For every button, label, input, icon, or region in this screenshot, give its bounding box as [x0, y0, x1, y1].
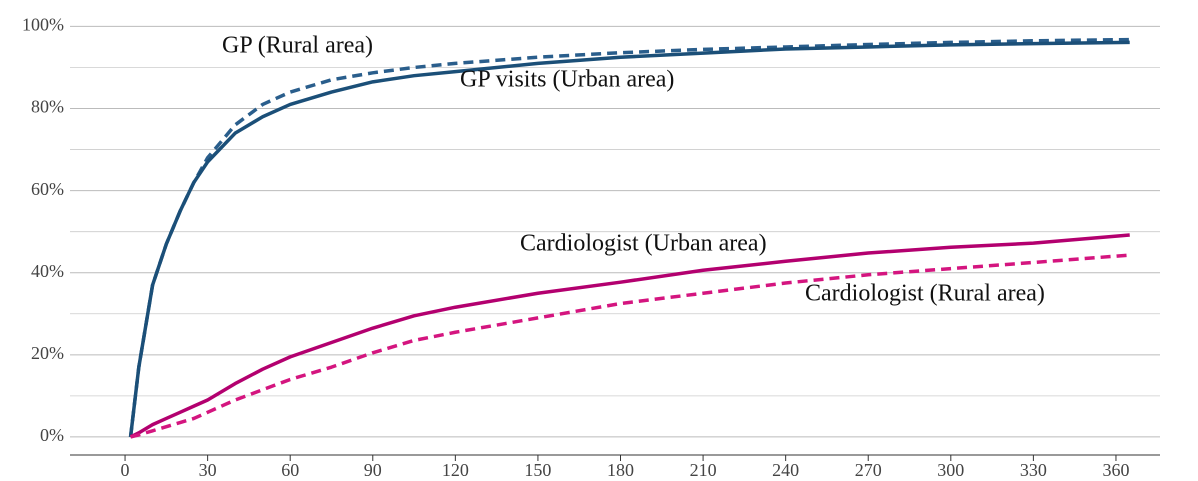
y-tick-label: 40% [31, 261, 64, 281]
series-label: GP visits (Urban area) [460, 67, 674, 93]
y-tick-label: 80% [31, 97, 64, 117]
y-tick-label: 0% [40, 425, 64, 445]
x-tick-label: 180 [607, 460, 634, 480]
series-line [129, 233, 1130, 439]
series-label: Cardiologist (Urban area) [520, 231, 767, 257]
x-tick-label: 90 [364, 460, 382, 480]
x-tick-label: 120 [442, 460, 469, 480]
y-tick-label: 100% [22, 15, 64, 35]
series-label: Cardiologist (Rural area) [805, 281, 1045, 307]
x-tick-label: 300 [937, 460, 964, 480]
x-tick-label: 60 [281, 460, 299, 480]
x-tick-label: 360 [1102, 460, 1129, 480]
series-line [128, 40, 1130, 438]
x-tick-label: 150 [524, 460, 551, 480]
x-tick-label: 270 [855, 460, 882, 480]
x-tick-label: 210 [690, 460, 717, 480]
x-tick-label: 30 [199, 460, 217, 480]
series-label: GP (Rural area) [222, 33, 373, 59]
x-tick-label: 240 [772, 460, 799, 480]
x-tick-label: 330 [1020, 460, 1047, 480]
x-tick-label: 0 [121, 460, 130, 480]
y-tick-label: 60% [31, 179, 64, 199]
y-tick-label: 20% [31, 343, 64, 363]
